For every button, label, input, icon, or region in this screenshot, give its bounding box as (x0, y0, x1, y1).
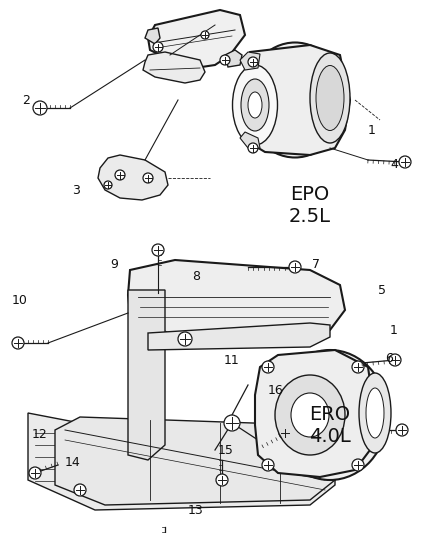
Text: 15: 15 (218, 443, 234, 456)
Polygon shape (240, 45, 350, 155)
Text: 3: 3 (72, 183, 80, 197)
Ellipse shape (310, 53, 350, 143)
Circle shape (143, 173, 153, 183)
Text: 1: 1 (390, 324, 398, 336)
Polygon shape (28, 413, 335, 510)
Polygon shape (143, 52, 205, 83)
Text: 7: 7 (312, 259, 320, 271)
Circle shape (201, 31, 209, 39)
Circle shape (104, 181, 112, 189)
Text: 1: 1 (368, 124, 376, 136)
Text: 4.0L: 4.0L (309, 427, 351, 447)
Ellipse shape (366, 388, 384, 438)
Text: 2: 2 (22, 93, 30, 107)
Text: 11: 11 (224, 353, 240, 367)
Text: 13: 13 (188, 504, 204, 516)
Circle shape (289, 261, 301, 273)
Text: ERO: ERO (309, 406, 350, 424)
Ellipse shape (248, 92, 262, 118)
Polygon shape (145, 28, 160, 44)
Circle shape (74, 484, 86, 496)
Circle shape (12, 337, 24, 349)
Circle shape (262, 459, 274, 471)
Ellipse shape (359, 373, 391, 453)
Text: 14: 14 (65, 456, 81, 469)
Ellipse shape (275, 375, 345, 455)
Text: 10: 10 (12, 294, 28, 306)
Circle shape (224, 415, 240, 431)
Ellipse shape (233, 65, 278, 145)
Text: 4: 4 (390, 158, 398, 172)
Text: 16: 16 (268, 384, 284, 397)
Circle shape (279, 427, 291, 439)
Circle shape (396, 424, 408, 436)
Polygon shape (225, 50, 242, 67)
Circle shape (29, 467, 41, 479)
Circle shape (352, 361, 364, 373)
Polygon shape (255, 350, 375, 477)
Polygon shape (240, 132, 260, 148)
Text: 12: 12 (32, 429, 48, 441)
Ellipse shape (272, 350, 388, 480)
Text: 9: 9 (110, 259, 118, 271)
Circle shape (152, 244, 164, 256)
Circle shape (262, 361, 274, 373)
Circle shape (248, 57, 258, 67)
Polygon shape (128, 290, 165, 460)
Polygon shape (148, 10, 245, 68)
Circle shape (115, 170, 125, 180)
Circle shape (389, 354, 401, 366)
Polygon shape (148, 323, 330, 350)
Text: 5: 5 (378, 284, 386, 296)
Polygon shape (55, 417, 335, 505)
Polygon shape (128, 260, 345, 337)
Circle shape (216, 474, 228, 486)
Text: 8: 8 (192, 271, 200, 284)
Text: 6: 6 (385, 351, 393, 365)
Polygon shape (240, 52, 260, 70)
Ellipse shape (241, 79, 269, 131)
Ellipse shape (291, 393, 329, 437)
Circle shape (178, 332, 192, 346)
Polygon shape (98, 155, 168, 200)
Text: EPO: EPO (290, 185, 330, 205)
Text: 2.5L: 2.5L (289, 207, 331, 227)
Circle shape (33, 101, 47, 115)
Ellipse shape (316, 66, 344, 131)
Ellipse shape (245, 43, 345, 157)
Circle shape (399, 156, 411, 168)
Circle shape (352, 459, 364, 471)
Circle shape (248, 143, 258, 153)
Circle shape (220, 55, 230, 65)
Circle shape (153, 42, 163, 52)
